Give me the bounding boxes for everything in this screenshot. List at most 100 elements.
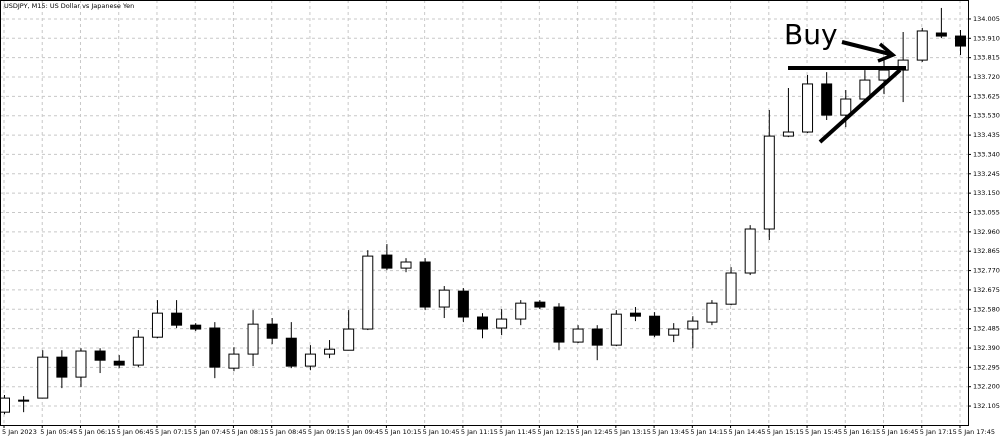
x-tick-label: 5 Jan 17:15	[920, 428, 957, 436]
x-tick-label: 5 Jan 09:45	[346, 428, 383, 436]
candle-body	[955, 35, 966, 47]
y-tick-label: 133.720	[973, 73, 1000, 81]
candle-body	[285, 337, 297, 367]
candle-body	[840, 98, 852, 116]
y-tick-label: 132.580	[973, 305, 1000, 313]
candles	[0, 7, 966, 415]
candle-body	[324, 348, 336, 355]
y-tick-label: 133.150	[973, 189, 1000, 197]
candle-body	[802, 83, 814, 133]
y-tick-label: 132.485	[973, 325, 1000, 333]
x-tick-label: 5 Jan 15:45	[805, 428, 842, 436]
candle-body	[151, 312, 163, 338]
candle-body	[400, 261, 412, 269]
candle-body	[457, 290, 469, 318]
candle-body	[266, 323, 278, 339]
y-tick-label: 132.675	[973, 286, 1000, 294]
x-tick-label: 5 Jan 06:45	[117, 428, 154, 436]
candle-body	[419, 261, 431, 308]
x-tick-label: 5 Jan 05:45	[40, 428, 77, 436]
x-tick-label: 5 Jan 07:15	[155, 428, 192, 436]
candle-body	[132, 336, 144, 366]
candle-body	[477, 316, 488, 330]
candle-body	[553, 306, 565, 343]
candle-body	[18, 399, 30, 402]
candle-body	[247, 323, 259, 355]
candle-body	[744, 228, 756, 274]
candle-body	[209, 327, 221, 368]
candle-body	[878, 69, 890, 81]
candle-body	[610, 313, 622, 346]
trend-line	[818, 68, 902, 144]
candle-body	[496, 318, 508, 329]
y-tick-label: 133.815	[973, 54, 1000, 62]
candle-body	[56, 356, 68, 378]
y-tick-label: 133.340	[973, 150, 1000, 158]
y-tick-label: 133.245	[973, 170, 1000, 178]
y-tick-label: 133.055	[973, 209, 1000, 217]
y-tick-label: 133.530	[973, 112, 1000, 120]
candle-body	[763, 135, 775, 230]
candle-body	[171, 312, 183, 326]
y-tick-label: 133.435	[973, 131, 1000, 139]
y-tick-label: 132.295	[973, 363, 1000, 371]
x-tick-label: 5 Jan 14:15	[690, 428, 727, 436]
drawing-tools	[788, 40, 906, 144]
arrow-head	[877, 42, 897, 63]
candle-body	[725, 272, 737, 305]
y-tick-label: 132.390	[973, 344, 1000, 352]
candle-body	[75, 350, 87, 378]
x-tick-label: 5 Jan 07:45	[193, 428, 230, 436]
y-tick-label: 132.105	[973, 402, 1000, 410]
x-tick-label: 5 Jan 08:45	[270, 428, 307, 436]
x-tick-label: 5 Jan 10:45	[423, 428, 460, 436]
candle-body	[37, 356, 49, 399]
candle-body	[706, 302, 718, 323]
grid	[0, 0, 968, 425]
candle-body	[897, 59, 909, 71]
candle-body	[687, 320, 699, 330]
x-tick-label: 5 Jan 14:45	[729, 428, 766, 436]
x-tick-label: 5 Jan 16:15	[843, 428, 880, 436]
candle-body	[629, 312, 641, 317]
x-tick-label: 5 Jan 12:45	[576, 428, 613, 436]
x-tick-label: 5 Jan 2023	[2, 428, 37, 436]
candle-body	[190, 324, 202, 330]
candle-body	[438, 289, 450, 308]
x-tick-label: 5 Jan 16:45	[882, 428, 919, 436]
candle-body	[113, 360, 125, 366]
y-tick-label: 133.910	[973, 34, 1000, 42]
x-tick-label: 5 Jan 15:15	[767, 428, 804, 436]
candle-body	[381, 254, 393, 269]
candle-body	[572, 328, 584, 343]
y-tick-label: 132.770	[973, 267, 1000, 275]
candle-body	[534, 301, 546, 308]
candle-body	[591, 328, 603, 346]
y-tick-label: 133.625	[973, 92, 1000, 100]
chart-title: USDJPY, M15: US Dollar vs Japanese Yen	[4, 2, 134, 10]
x-tick-label: 5 Jan 08:15	[231, 428, 268, 436]
x-tick-label: 5 Jan 11:15	[461, 428, 498, 436]
x-tick-label: 5 Jan 17:45	[958, 428, 995, 436]
annotation: Buy	[784, 18, 838, 51]
candle-body	[0, 397, 10, 413]
candle-body	[515, 302, 527, 320]
candle-body	[343, 328, 355, 351]
candle-body	[228, 353, 240, 369]
x-tick-label: 5 Jan 11:45	[499, 428, 536, 436]
candle-body	[304, 353, 316, 367]
x-tick-label: 5 Jan 10:15	[384, 428, 421, 436]
x-tick-label: 5 Jan 09:15	[308, 428, 345, 436]
x-tick-label: 5 Jan 13:15	[614, 428, 651, 436]
x-tick-label: 5 Jan 06:15	[78, 428, 115, 436]
candle-body	[362, 255, 374, 330]
arrow-shaft	[841, 40, 891, 56]
candle-body	[782, 131, 794, 137]
candle-body	[916, 30, 928, 61]
x-tick-label: 5 Jan 13:45	[652, 428, 689, 436]
candle-body	[821, 83, 833, 116]
y-tick-label: 134.005	[973, 15, 1000, 23]
y-tick-label: 132.960	[973, 228, 1000, 236]
candle-body	[935, 32, 947, 37]
